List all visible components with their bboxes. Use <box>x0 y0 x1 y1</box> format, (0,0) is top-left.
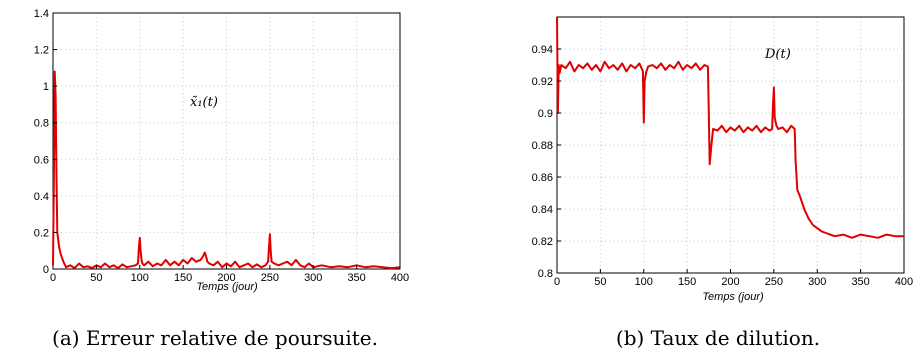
panel-b-ytick-label-2: 0.84 <box>532 204 553 216</box>
panel-a-ytick-label-1: 0.2 <box>34 227 49 239</box>
panel-b-ytick-label-6: 0.92 <box>532 76 553 88</box>
panel-b-xtick-label-7: 350 <box>851 276 869 288</box>
panel-b-ytick-label-7: 0.94 <box>532 44 553 56</box>
panel-b-xtick-label-1: 50 <box>594 276 606 288</box>
panel-a-annotation: x̃₁(t) <box>190 95 218 110</box>
panel-b-ytick-label-3: 0.86 <box>532 172 553 184</box>
panel-b-xtick-label-3: 150 <box>678 276 696 288</box>
panel-a-series-line <box>52 70 401 270</box>
panel-b-caption: (b) Taux de dilution. <box>616 326 820 350</box>
panel-a-xtick-label-4: 200 <box>217 272 235 284</box>
panel-b-xtick-label-5: 250 <box>765 276 783 288</box>
panel-a-ytick-label-2: 0.4 <box>34 191 49 203</box>
panel-b-yticks: 0.8 0.82 0.84 0.86 0.88 0.9 0.92 0.94 <box>532 44 561 280</box>
panel-b-ytick-label-5: 0.9 <box>538 108 553 120</box>
panel-a-yticks: 0 0.2 0.4 0.6 0.8 1 1.2 1.4 <box>34 8 57 276</box>
panel-a-ytick-label-7: 1.4 <box>34 8 49 20</box>
panel-b-xtick-label-8: 400 <box>895 276 913 288</box>
panel-b-series-line <box>556 16 904 239</box>
panel-a-xtick-label-3: 150 <box>174 272 192 284</box>
panel-a-xtick-label-7: 350 <box>347 272 365 284</box>
panel-a-xtick-label-0: 0 <box>50 272 56 284</box>
panel-b-xtick-label-4: 200 <box>721 276 739 288</box>
panel-a-ytick-label-0: 0 <box>43 264 49 276</box>
panel-a-xtick-label-5: 250 <box>261 272 279 284</box>
panel-b-xtick-label-0: 0 <box>554 276 560 288</box>
panel-b-x-axis-label: Temps (jour) <box>702 291 764 303</box>
panel-a-x-axis-label: Temps (jour) <box>196 281 258 293</box>
panel-a-ytick-label-3: 0.6 <box>34 154 49 166</box>
panel-a-ytick-label-6: 1.2 <box>34 45 49 57</box>
panel-a-caption: (a) Erreur relative de poursuite. <box>52 326 378 350</box>
panel-a-xtick-label-1: 50 <box>90 272 102 284</box>
panel-a-grid <box>53 13 400 269</box>
panel-b: 0 50 100 150 200 250 300 350 400 0.8 0.82 0.84 0.86… <box>532 16 913 350</box>
panel-b-ytick-label-4: 0.88 <box>532 140 553 152</box>
panel-a-xtick-label-6: 300 <box>304 272 322 284</box>
panel-b-xtick-label-2: 100 <box>635 276 653 288</box>
panel-a: 0 50 100 150 200 250 300 350 400 0 0.2 0.4 0.6 0.8 1 1… <box>34 8 409 350</box>
panel-a-xtick-label-8: 400 <box>391 272 409 284</box>
panel-a-ytick-label-5: 1 <box>43 81 49 93</box>
panel-a-xticks: 0 50 100 150 200 250 300 350 400 <box>50 265 409 284</box>
panel-b-xticks: 0 50 100 150 200 250 300 350 400 <box>554 269 913 288</box>
panel-b-ytick-label-0: 0.8 <box>538 268 553 280</box>
panel-b-ytick-label-1: 0.82 <box>532 236 553 248</box>
panel-b-xtick-label-6: 300 <box>808 276 826 288</box>
panel-b-grid <box>557 17 904 273</box>
panel-b-annotation: D(t) <box>764 47 791 62</box>
panel-a-xtick-label-2: 100 <box>131 272 149 284</box>
panel-a-ytick-label-4: 0.8 <box>34 118 49 130</box>
